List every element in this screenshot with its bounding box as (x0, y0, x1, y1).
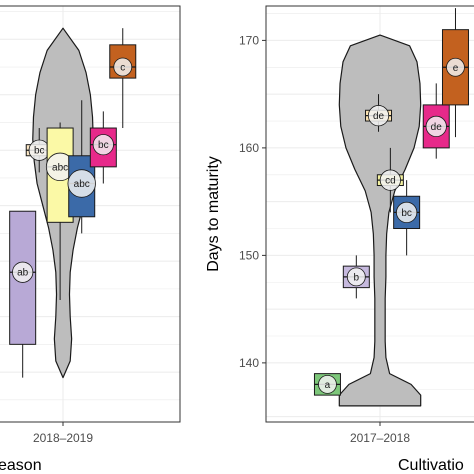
box-letter-label: de (431, 122, 443, 133)
box-cd: cd (376, 147, 404, 213)
box-letter-label: bc (34, 146, 45, 157)
box-letter-label: abc (74, 179, 90, 190)
box-de: de (422, 83, 450, 159)
box-letter-badge (367, 105, 390, 127)
box-letter-label: de (373, 111, 385, 122)
left-x-tick-label: 2018–2019 (33, 431, 93, 445)
box-letter-label: ab (17, 268, 29, 279)
box-letter-badge (67, 169, 96, 198)
box-letter-badge (92, 134, 114, 156)
box-ab: ab (9, 210, 37, 378)
box-letter-label: e (453, 63, 459, 74)
box-letter-badge (318, 374, 337, 394)
box-e: e (441, 8, 469, 138)
right-violin-layer (338, 34, 422, 407)
box-letter-badge (379, 169, 401, 191)
box-letter-badge (446, 57, 465, 77)
box-letter-badge (425, 115, 447, 137)
box-letter-badge (12, 261, 34, 283)
right-plot-border (265, 5, 474, 423)
violin-shape (338, 34, 422, 407)
box-bc: bc (89, 111, 117, 184)
box-bc: bc (393, 180, 421, 256)
left-x-axis-title: eason (0, 457, 42, 474)
box-a: a (313, 373, 341, 396)
y-tick-label: 160 (239, 141, 259, 155)
box-c: c (109, 28, 137, 129)
left-plot-border (0, 5, 181, 423)
box-letter-label: b (354, 272, 360, 283)
y-tick-label: 140 (239, 356, 259, 370)
right-box-layer: a b de cd bc de e (313, 8, 469, 396)
right-x-axis-title: Cultivatio (398, 457, 464, 474)
box-letter-badge (346, 267, 366, 287)
box-letter-label: a (325, 380, 331, 391)
right-y-axis-title: Days to maturity (205, 156, 222, 272)
right-x-tick-label: 2017–2018 (350, 431, 410, 445)
box-letter-label: abc (52, 162, 68, 173)
box-letter-label: cd (385, 176, 396, 187)
y-tick-label: 150 (239, 248, 259, 262)
box-letter-label: bc (401, 208, 412, 219)
box-letter-badge (396, 201, 418, 223)
box-de: de (365, 94, 393, 132)
right-panel: Days to maturity 140 150 160 170 a b de cd bc de… (205, 5, 474, 474)
box-letter-badge (113, 57, 133, 77)
box-letter-label: c (120, 63, 125, 74)
box-b: b (342, 255, 370, 299)
right-y-ticks: 140 150 160 170 (239, 33, 266, 370)
y-tick-label: 170 (239, 33, 259, 47)
box-letter-label: bc (98, 140, 109, 151)
